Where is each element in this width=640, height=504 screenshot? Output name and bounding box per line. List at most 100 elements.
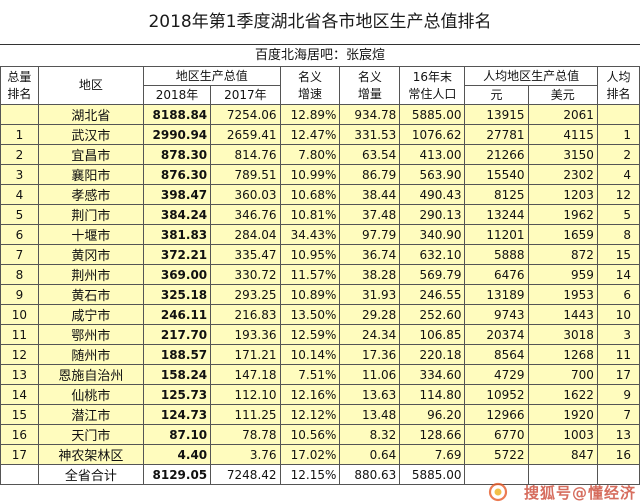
cell-gdp-2018: 381.83 [142, 224, 212, 245]
cell-increase: 31.93 [339, 284, 401, 305]
cell-gdp-2017: 171.21 [210, 344, 281, 365]
table-row: 5 荆门市 384.24 346.76 10.81% 37.48 290.13 13244 19… [0, 204, 640, 225]
cell-gdp-2017: 330.72 [210, 264, 281, 285]
cell-per-capita-rank: 8 [596, 224, 640, 245]
table-row: 14 仙桃市 125.73 112.10 12.16% 13.63 114.80 10952 1… [0, 384, 640, 405]
cell-per-capita-usd: 872 [527, 244, 598, 265]
cell-per-capita-usd: 1953 [527, 284, 598, 305]
cell-per-capita-yuan: 15540 [464, 164, 529, 185]
cell-population: 413.00 [399, 144, 466, 165]
cell-region: 随州市 [37, 344, 144, 365]
cell-per-capita-yuan: 10952 [464, 384, 529, 405]
cell-rank: 5 [0, 204, 39, 225]
cell-per-capita-rank: 7 [596, 404, 640, 425]
cell-per-capita-usd: 1268 [527, 344, 598, 365]
cell-gdp-2018: 398.47 [142, 184, 212, 205]
cell-per-capita-rank: 17 [596, 364, 640, 385]
cell-gdp-2018: 369.00 [142, 264, 212, 285]
cell-population: 334.60 [399, 364, 466, 385]
cell-rank: 8 [0, 264, 39, 285]
cell-gdp-2017: 7248.42 [210, 464, 281, 485]
cell-rank: 3 [0, 164, 39, 185]
cell-region: 荆州市 [37, 264, 144, 285]
cell-growth: 10.89% [279, 284, 341, 305]
cell-increase: 13.48 [339, 404, 401, 425]
cell-per-capita-usd: 1003 [527, 424, 598, 445]
cell-per-capita-yuan: 6476 [464, 264, 529, 285]
cell-per-capita-rank: 1 [596, 124, 640, 145]
cell-gdp-2018: 384.24 [142, 204, 212, 225]
cell-gdp-2018: 4.40 [142, 444, 212, 465]
cell-growth: 12.89% [279, 104, 341, 125]
cell-per-capita-yuan: 27781 [464, 124, 529, 145]
table-row: 13 恩施自治州 158.24 147.18 7.51% 11.06 334.60 4729 7… [0, 364, 640, 385]
cell-growth: 10.68% [279, 184, 341, 205]
header-gdp: 地区生产总值 [142, 66, 281, 86]
cell-population: 340.90 [399, 224, 466, 245]
header-per-capita: 人均地区生产总值 [464, 66, 598, 86]
table-body: 湖北省 8188.84 7254.06 12.89% 934.78 5885.00 1391… [0, 104, 640, 485]
cell-population: 220.18 [399, 344, 466, 365]
cell-growth: 10.81% [279, 204, 341, 225]
cell-per-capita-usd: 4115 [527, 124, 598, 145]
cell-per-capita-usd: 3018 [527, 324, 598, 345]
cell-gdp-2018: 8188.84 [142, 104, 212, 125]
cell-increase: 97.79 [339, 224, 401, 245]
table-row: 10 咸宁市 246.11 216.83 13.50% 29.28 252.60 9743 14… [0, 304, 640, 325]
cell-population: 1076.62 [399, 124, 466, 145]
cell-per-capita-rank: 14 [596, 264, 640, 285]
table-row: 全省合计 8129.05 7248.42 12.15% 880.63 5885.00 [0, 464, 640, 485]
cell-population: 5885.00 [399, 104, 466, 125]
cell-region: 天门市 [37, 424, 144, 445]
cell-per-capita-usd: 2302 [527, 164, 598, 185]
cell-growth: 12.47% [279, 124, 341, 145]
cell-gdp-2017: 335.47 [210, 244, 281, 265]
cell-gdp-2018: 876.30 [142, 164, 212, 185]
cell-growth: 10.99% [279, 164, 341, 185]
cell-gdp-2018: 125.73 [142, 384, 212, 405]
cell-increase: 29.28 [339, 304, 401, 325]
cell-rank: 15 [0, 404, 39, 425]
cell-rank: 12 [0, 344, 39, 365]
header-region: 地区 [37, 66, 144, 105]
cell-rank: 4 [0, 184, 39, 205]
table-row: 8 荆州市 369.00 330.72 11.57% 38.28 569.79 6476 959… [0, 264, 640, 285]
cell-region: 黄冈市 [37, 244, 144, 265]
cell-gdp-2017: 3.76 [210, 444, 281, 465]
cell-growth: 17.02% [279, 444, 341, 465]
cell-per-capita-yuan: 8125 [464, 184, 529, 205]
table-row: 12 随州市 188.57 171.21 10.14% 17.36 220.18 8564 12… [0, 344, 640, 365]
cell-gdp-2018: 188.57 [142, 344, 212, 365]
cell-growth: 7.51% [279, 364, 341, 385]
cell-population: 7.69 [399, 444, 466, 465]
watermark-logo-icon [488, 482, 508, 502]
cell-increase: 331.53 [339, 124, 401, 145]
cell-rank: 11 [0, 324, 39, 345]
table-row: 1 武汉市 2990.94 2659.41 12.47% 331.53 1076.62 277… [0, 124, 640, 145]
table-row: 6 十堰市 381.83 284.04 34.43% 97.79 340.90 11201 16… [0, 224, 640, 245]
header-per-capita-usd: 美元 [527, 85, 598, 105]
cell-growth: 12.59% [279, 324, 341, 345]
cell-gdp-2017: 78.78 [210, 424, 281, 445]
cell-rank: 14 [0, 384, 39, 405]
cell-per-capita-rank: 10 [596, 304, 640, 325]
cell-rank [0, 464, 39, 485]
cell-population: 246.55 [399, 284, 466, 305]
header-gdp-2018: 2018年 [142, 85, 212, 105]
cell-gdp-2018: 2990.94 [142, 124, 212, 145]
cell-per-capita-yuan: 5722 [464, 444, 529, 465]
cell-gdp-2018: 87.10 [142, 424, 212, 445]
cell-rank: 16 [0, 424, 39, 445]
cell-population: 128.66 [399, 424, 466, 445]
cell-per-capita-yuan: 12966 [464, 404, 529, 425]
cell-population: 569.79 [399, 264, 466, 285]
cell-increase: 13.63 [339, 384, 401, 405]
cell-per-capita-rank: 15 [596, 244, 640, 265]
cell-region: 十堰市 [37, 224, 144, 245]
cell-region: 恩施自治州 [37, 364, 144, 385]
cell-per-capita-yuan: 9743 [464, 304, 529, 325]
cell-per-capita-usd: 1659 [527, 224, 598, 245]
cell-growth: 12.15% [279, 464, 341, 485]
cell-per-capita-rank: 16 [596, 444, 640, 465]
cell-per-capita-usd: 847 [527, 444, 598, 465]
